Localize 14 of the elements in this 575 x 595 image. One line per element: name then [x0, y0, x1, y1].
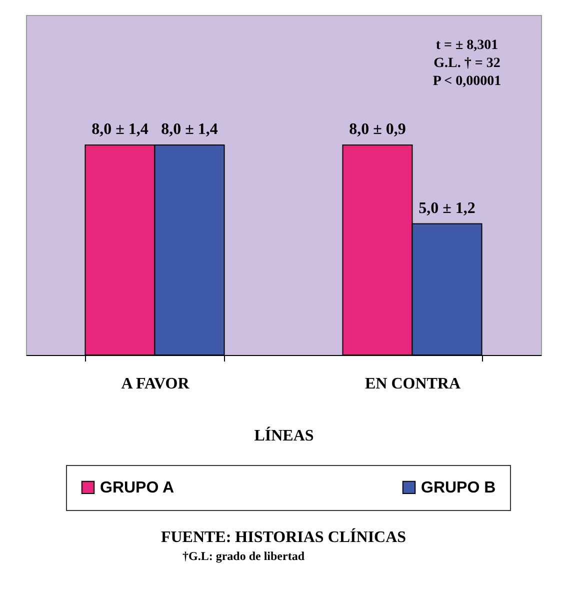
text: t = ± 8,301 [436, 38, 498, 53]
source-note: FUENTE: HISTORIAS CLÍNICAS [160, 528, 406, 546]
x-tick-label: A FAVOR [121, 376, 190, 392]
data-label: 8,0 ± 1,4 [161, 121, 218, 138]
data-label: 8,0 ± 1,4 [92, 121, 148, 138]
text: P < 0,00001 [432, 74, 502, 89]
x-axis-title: LÍNEAS [254, 426, 314, 444]
text: †G.L: grado de libertad [182, 549, 305, 563]
x-tick-label: EN CONTRA [364, 376, 461, 392]
legend-label: GRUPO A [100, 479, 175, 496]
text: G.L. † = 32 [434, 56, 500, 71]
data-label: 8,0 ± 0,9 [349, 121, 406, 138]
legend-label: GRUPO B [421, 479, 496, 496]
data-label: 5,0 ± 1,2 [418, 200, 476, 217]
